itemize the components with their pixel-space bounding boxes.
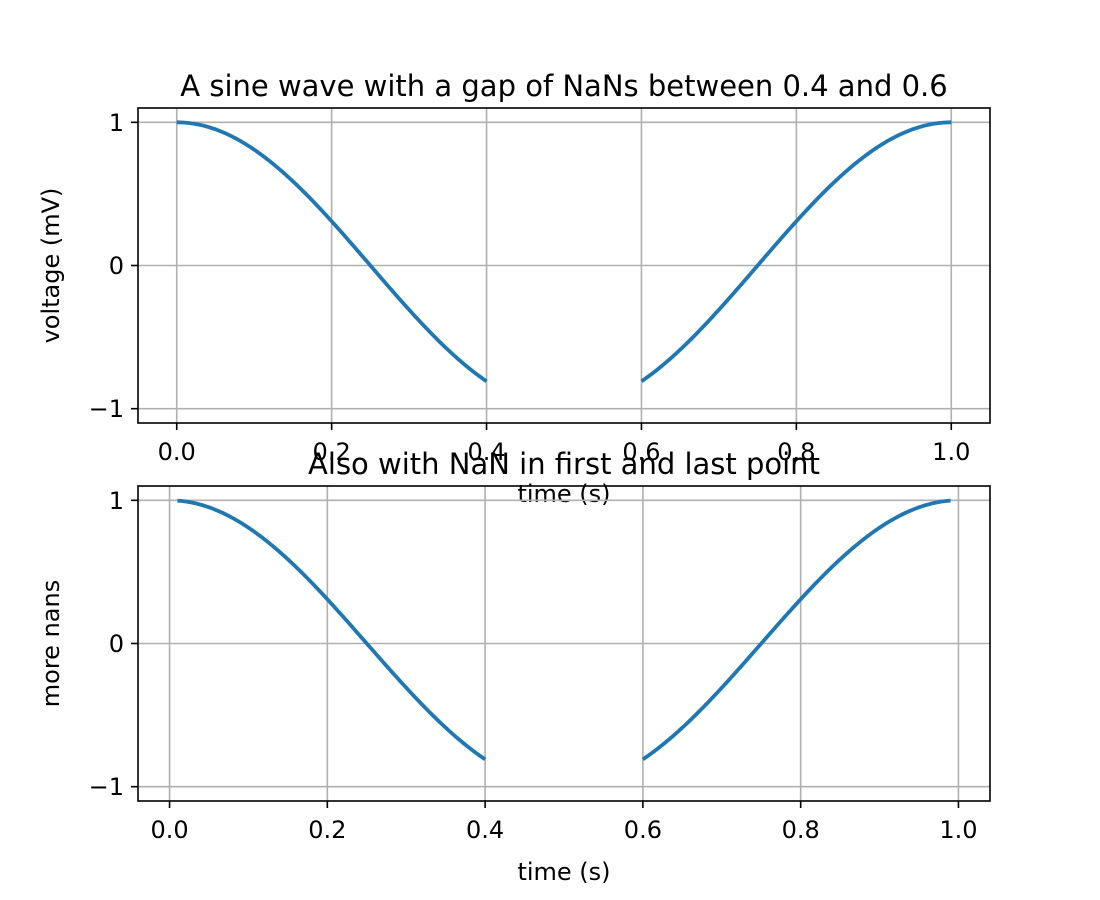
y-tick-label: 1: [109, 109, 124, 137]
series-line-segment-1: [177, 498, 487, 761]
series-line-segment-2: [641, 498, 951, 761]
x-tick-label: 0.8: [777, 438, 815, 466]
x-tick-label: 1.0: [939, 816, 977, 844]
plot-title: A sine wave with a gap of NaNs between 0…: [180, 69, 947, 103]
plot-title: Also with NaN in first and last point: [308, 447, 820, 481]
y-axis-label: voltage (mV): [37, 188, 65, 344]
x-tick-label: 1.0: [932, 438, 970, 466]
y-axis-label: more nans: [37, 580, 65, 707]
x-tick-label: 0.6: [624, 816, 662, 844]
subplot-1: 0.0 0.2 0.4 0.6 0.8 1.0 −1 0 1 time (s) voltage (m…: [37, 69, 991, 508]
y-tick-label: 0: [109, 630, 124, 658]
series-line-segment-2: [640, 120, 952, 383]
y-tick-label: −1: [89, 395, 124, 423]
x-tick-label: 0.2: [313, 438, 351, 466]
x-axis-label: time (s): [517, 480, 610, 508]
x-tick-label: 0.8: [782, 816, 820, 844]
x-tick-label: 0.4: [466, 816, 504, 844]
y-tick-label: 1: [109, 487, 124, 515]
x-axis-label: time (s): [517, 858, 610, 886]
series-line-segment-1: [176, 120, 488, 383]
x-tick-label: 0.4: [467, 438, 505, 466]
x-tick-label: 0.6: [622, 438, 660, 466]
y-tick-label: −1: [89, 773, 124, 801]
x-tick-label: 0.0: [150, 816, 188, 844]
y-tick-label: 0: [109, 252, 124, 280]
subplot-2: 0.0 0.2 0.4 0.6 0.8 1.0 −1 0 1 time (s) more nans A…: [37, 447, 991, 886]
x-tick-label: 0.2: [308, 816, 346, 844]
x-tick-label: 0.0: [158, 438, 196, 466]
